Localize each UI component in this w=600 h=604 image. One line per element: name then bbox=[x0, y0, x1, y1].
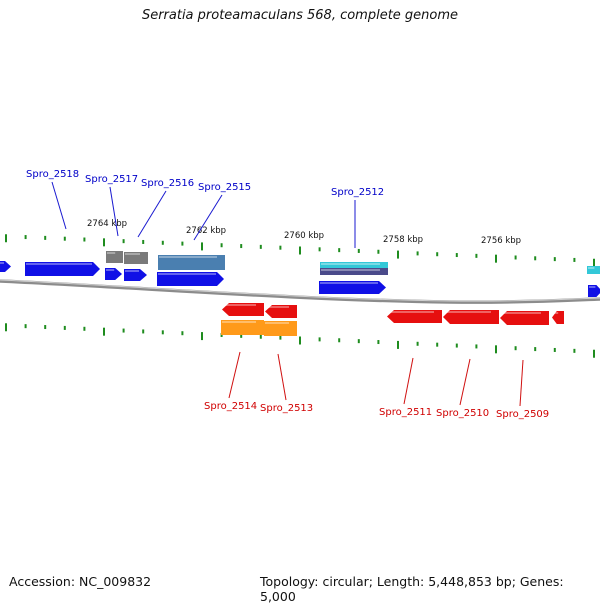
rna-feature-body bbox=[124, 252, 148, 264]
rna-feature bbox=[124, 252, 148, 264]
reverse-gene-shine bbox=[553, 312, 559, 314]
cyan-feature-body bbox=[587, 266, 600, 274]
rna-feature-body bbox=[106, 251, 123, 263]
reverse-gene bbox=[552, 311, 564, 324]
forward-gene bbox=[319, 281, 386, 294]
forward-gene bbox=[588, 285, 600, 297]
reverse-gene-label: Spro_2511 bbox=[379, 407, 432, 418]
forward-gene-shine bbox=[158, 273, 216, 275]
reverse-gene-label: Spro_2513 bbox=[260, 403, 313, 414]
forward-gene-shine bbox=[589, 286, 596, 288]
forward-gene bbox=[25, 262, 100, 276]
scale-label: 2762 kbp bbox=[186, 226, 226, 236]
rna-feature-shine bbox=[125, 253, 140, 255]
gene-callouts: Spro_2518 Spro_2517 Spro_2516 Spro_2515 Spro… bbox=[26, 169, 549, 420]
forward-gene-shine bbox=[320, 282, 378, 284]
orange-feature-shine bbox=[265, 322, 289, 324]
reverse-gene-shine bbox=[223, 304, 256, 306]
reverse-gene bbox=[500, 311, 549, 325]
leader-line bbox=[228, 351, 241, 399]
dark-feature-shine bbox=[321, 269, 380, 271]
forward-gene-label: Spro_2515 bbox=[198, 182, 251, 193]
forward-gene-label: Spro_2518 bbox=[26, 169, 79, 180]
forward-gene-shine bbox=[106, 269, 115, 271]
leader-line bbox=[277, 353, 287, 401]
reverse-gene-body bbox=[387, 310, 442, 323]
steel-feature bbox=[158, 255, 225, 270]
reverse-gene bbox=[387, 310, 442, 323]
forward-gene bbox=[105, 268, 122, 280]
reverse-gene-shine bbox=[388, 311, 434, 313]
leader-line bbox=[519, 359, 524, 407]
scale-label: 2760 kbp bbox=[284, 231, 324, 241]
cyan-feature-shine bbox=[588, 267, 595, 269]
genome-title: Serratia proteamaculans 568, complete ge… bbox=[141, 8, 459, 23]
leader-line bbox=[459, 358, 471, 406]
reverse-gene bbox=[265, 305, 297, 318]
reverse-gene-body bbox=[552, 311, 564, 324]
dark-feature bbox=[320, 268, 388, 275]
forward-gene-body bbox=[105, 268, 122, 280]
genome-backbone bbox=[0, 279, 600, 304]
reverse-gene bbox=[222, 303, 264, 316]
leader-line bbox=[51, 181, 67, 230]
scale-label: 2758 kbp bbox=[383, 235, 423, 245]
scale-label: 2764 kbp bbox=[87, 219, 127, 229]
rna-feature bbox=[106, 251, 123, 263]
reverse-gene-label: Spro_2510 bbox=[436, 408, 489, 419]
scale-label: 2756 kbp bbox=[481, 236, 521, 246]
orange-feature-body bbox=[264, 321, 297, 336]
rna-feature-shine bbox=[107, 252, 116, 254]
forward-gene-shine bbox=[26, 263, 92, 265]
forward-gene bbox=[0, 261, 11, 272]
steel-feature-body bbox=[158, 255, 225, 270]
reverse-gene bbox=[443, 310, 499, 324]
reverse-gene-body bbox=[500, 311, 549, 325]
orange-feature bbox=[221, 320, 264, 335]
forward-gene-shine bbox=[0, 262, 4, 264]
reverse-gene-shine bbox=[266, 306, 289, 308]
forward-gene-label: Spro_2512 bbox=[331, 187, 384, 198]
orange-feature-shine bbox=[222, 321, 256, 323]
accession-label: Accession: NC_009832 bbox=[9, 574, 152, 589]
reverse-gene-label: Spro_2514 bbox=[204, 401, 257, 412]
gene-features bbox=[0, 251, 600, 336]
cyan-feature-shine bbox=[321, 263, 380, 265]
forward-gene-body bbox=[157, 272, 224, 286]
forward-gene-label: Spro_2516 bbox=[141, 178, 194, 189]
forward-gene bbox=[124, 269, 147, 281]
reverse-gene-body bbox=[222, 303, 264, 316]
leader-line bbox=[109, 186, 119, 237]
forward-gene-body bbox=[588, 285, 600, 297]
top-scale-ticks bbox=[5, 234, 595, 267]
reverse-gene-shine bbox=[501, 312, 541, 314]
reverse-gene-body bbox=[265, 305, 297, 318]
dark-feature-body bbox=[320, 268, 388, 275]
steel-feature-shine bbox=[159, 256, 217, 258]
forward-gene-body bbox=[124, 269, 147, 281]
leader-line bbox=[137, 190, 167, 238]
scale-labels: 2764 kbp 2762 kbp 2760 kbp 2758 kbp 2756 kbp bbox=[87, 219, 521, 246]
leader-line bbox=[403, 357, 414, 405]
orange-feature-body bbox=[221, 320, 264, 335]
forward-gene bbox=[157, 272, 224, 286]
bottom-scale-ticks bbox=[5, 323, 595, 358]
reverse-gene-body bbox=[443, 310, 499, 324]
reverse-gene-label: Spro_2509 bbox=[496, 409, 549, 420]
forward-gene-body bbox=[0, 261, 11, 272]
cyan-feature bbox=[587, 266, 600, 274]
forward-gene-body bbox=[319, 281, 386, 294]
forward-gene-shine bbox=[125, 270, 139, 272]
leader-line bbox=[193, 194, 223, 241]
reverse-gene-shine bbox=[444, 311, 491, 313]
forward-gene-body bbox=[25, 262, 100, 276]
forward-gene-label: Spro_2517 bbox=[85, 174, 138, 185]
orange-feature bbox=[264, 321, 297, 336]
